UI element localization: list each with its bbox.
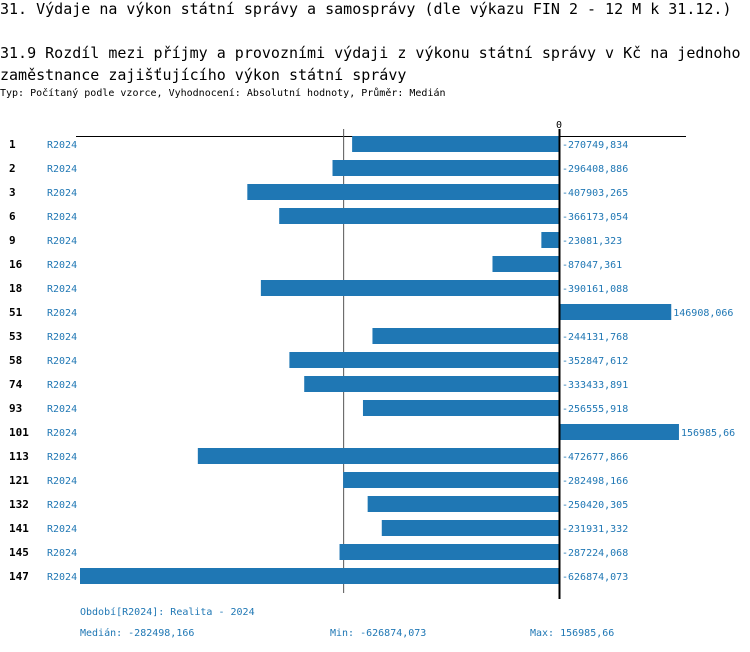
value-label: -626874,073	[562, 572, 628, 583]
bar	[381, 520, 559, 536]
category-label: 51	[9, 306, 23, 319]
bar	[304, 376, 559, 392]
bar	[279, 208, 559, 224]
category-label: 3	[9, 186, 16, 199]
value-label: 146908,066	[673, 308, 733, 319]
bar	[352, 136, 559, 152]
category-label: 145	[9, 546, 29, 559]
category-label: 53	[9, 330, 22, 343]
bar	[362, 400, 559, 416]
series-label: R2024	[47, 572, 77, 583]
series-label: R2024	[47, 452, 77, 463]
series-label: R2024	[47, 188, 77, 199]
value-label: -352847,612	[562, 356, 628, 367]
category-label: 16	[9, 258, 23, 271]
category-label: 58	[9, 354, 22, 367]
series-label: R2024	[47, 164, 77, 175]
value-label: -231931,332	[562, 524, 628, 535]
bar	[559, 304, 672, 320]
category-label: 93	[9, 402, 22, 415]
series-label: R2024	[47, 404, 77, 415]
value-label: -270749,834	[562, 140, 628, 151]
category-label: 1	[9, 138, 16, 151]
category-label: 2	[9, 162, 16, 175]
value-label: -256555,918	[562, 404, 628, 415]
series-label: R2024	[47, 356, 77, 367]
zero-tick-label: 0	[556, 120, 562, 131]
series-label: R2024	[47, 260, 77, 271]
footer-min: Min: -626874,073	[330, 628, 427, 639]
category-label: 141	[9, 522, 29, 535]
value-label: -250420,305	[562, 500, 628, 511]
bar	[247, 184, 560, 200]
bar	[80, 568, 559, 584]
category-label: 147	[9, 570, 29, 583]
category-label: 6	[9, 210, 16, 223]
bar	[332, 160, 559, 176]
value-label: 156985,66	[681, 428, 735, 439]
category-label: 9	[9, 234, 16, 247]
value-label: -296408,886	[562, 164, 628, 175]
series-label: R2024	[47, 524, 77, 535]
value-label: -244131,768	[562, 332, 628, 343]
bar	[339, 544, 559, 560]
bar	[372, 328, 559, 344]
bar	[260, 280, 559, 296]
footer-period: Období[R2024]: Realita - 2024	[80, 607, 255, 618]
value-label: -87047,361	[562, 260, 622, 271]
value-label: -472677,866	[562, 452, 628, 463]
chart-info: Typ: Počítaný podle vzorce, Vyhodnocení:…	[0, 88, 446, 99]
series-label: R2024	[47, 476, 77, 487]
category-label: 113	[9, 450, 29, 463]
value-label: -23081,323	[562, 236, 622, 247]
value-label: -366173,054	[562, 212, 628, 223]
bar	[541, 232, 559, 248]
bar	[492, 256, 559, 272]
category-label: 132	[9, 498, 29, 511]
series-label: R2024	[47, 332, 77, 343]
chart-title: 31.9 Rozdíl mezi příjmy a provozními výd…	[0, 44, 741, 84]
series-label: R2024	[47, 500, 77, 511]
value-label: -282498,166	[562, 476, 628, 487]
bar	[197, 448, 559, 464]
series-label: R2024	[47, 548, 77, 559]
category-label: 101	[9, 426, 29, 439]
value-label: -333433,891	[562, 380, 628, 391]
page-title: 31. Výdaje na výkon státní správy a samo…	[0, 0, 732, 18]
footer-median: Medián: -282498,166	[80, 628, 195, 639]
category-label: 74	[9, 378, 23, 391]
value-label: -390161,088	[562, 284, 628, 295]
bar	[367, 496, 559, 512]
category-label: 121	[9, 474, 29, 487]
series-label: R2024	[47, 308, 77, 319]
series-label: R2024	[47, 284, 77, 295]
series-label: R2024	[47, 212, 77, 223]
series-label: R2024	[47, 140, 77, 151]
series-label: R2024	[47, 236, 77, 247]
value-label: -287224,068	[562, 548, 628, 559]
series-label: R2024	[47, 428, 77, 439]
value-label: -407903,265	[562, 188, 628, 199]
footer-max: Max: 156985,66	[530, 628, 615, 639]
series-label: R2024	[47, 380, 77, 391]
bar	[559, 424, 679, 440]
bar	[343, 472, 559, 488]
category-label: 18	[9, 282, 22, 295]
bar	[289, 352, 559, 368]
